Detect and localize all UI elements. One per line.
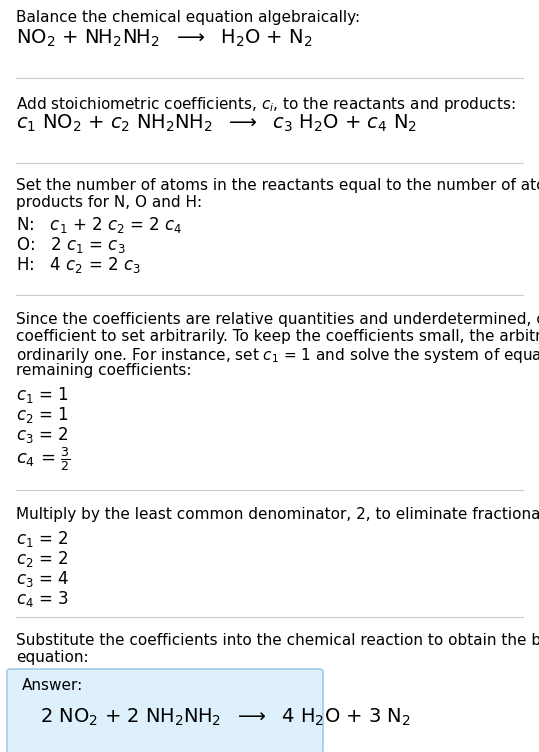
Text: products for N, O and H:: products for N, O and H: [16,195,202,210]
Text: $c_1$ NO$_2$ + $c_2$ NH$_2$NH$_2$  $\longrightarrow$  $c_3$ H$_2$O + $c_4$ N$_2$: $c_1$ NO$_2$ + $c_2$ NH$_2$NH$_2$ $\long… [16,113,417,135]
Text: $c_2$ = 2: $c_2$ = 2 [16,549,68,569]
Text: $c_2$ = 1: $c_2$ = 1 [16,405,68,425]
Text: ordinarily one. For instance, set $c_1$ = 1 and solve the system of equations fo: ordinarily one. For instance, set $c_1$ … [16,346,539,365]
Text: Set the number of atoms in the reactants equal to the number of atoms in the: Set the number of atoms in the reactants… [16,178,539,193]
Text: O:   2 $c_1$ = $c_3$: O: 2 $c_1$ = $c_3$ [16,235,126,255]
Text: Multiply by the least common denominator, 2, to eliminate fractional coefficient: Multiply by the least common denominator… [16,507,539,522]
FancyBboxPatch shape [7,669,323,752]
Text: Answer:: Answer: [22,678,83,693]
Text: equation:: equation: [16,650,88,665]
Text: $c_3$ = 4: $c_3$ = 4 [16,569,69,589]
Text: N:   $c_1$ + 2 $c_2$ = 2 $c_4$: N: $c_1$ + 2 $c_2$ = 2 $c_4$ [16,215,183,235]
Text: Since the coefficients are relative quantities and underdetermined, choose a: Since the coefficients are relative quan… [16,312,539,327]
Text: Balance the chemical equation algebraically:: Balance the chemical equation algebraica… [16,10,360,25]
Text: NO$_2$ + NH$_2$NH$_2$  $\longrightarrow$  H$_2$O + N$_2$: NO$_2$ + NH$_2$NH$_2$ $\longrightarrow$ … [16,28,313,50]
Text: $c_1$ = 1: $c_1$ = 1 [16,385,68,405]
Text: $c_4$ = 3: $c_4$ = 3 [16,589,69,609]
Text: $c_1$ = 2: $c_1$ = 2 [16,529,68,549]
Text: remaining coefficients:: remaining coefficients: [16,363,191,378]
Text: $c_4$ = $\frac{3}{2}$: $c_4$ = $\frac{3}{2}$ [16,445,71,473]
Text: H:   4 $c_2$ = 2 $c_3$: H: 4 $c_2$ = 2 $c_3$ [16,255,141,275]
Text: Substitute the coefficients into the chemical reaction to obtain the balanced: Substitute the coefficients into the che… [16,633,539,648]
Text: Add stoichiometric coefficients, $c_i$, to the reactants and products:: Add stoichiometric coefficients, $c_i$, … [16,95,516,114]
Text: 2 NO$_2$ + 2 NH$_2$NH$_2$  $\longrightarrow$  4 H$_2$O + 3 N$_2$: 2 NO$_2$ + 2 NH$_2$NH$_2$ $\longrightarr… [40,707,411,728]
Text: coefficient to set arbitrarily. To keep the coefficients small, the arbitrary va: coefficient to set arbitrarily. To keep … [16,329,539,344]
Text: $c_3$ = 2: $c_3$ = 2 [16,425,68,445]
